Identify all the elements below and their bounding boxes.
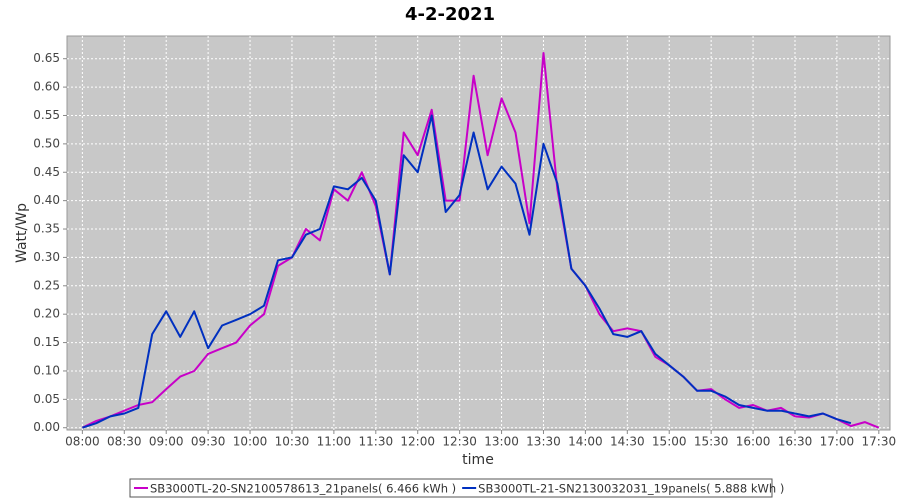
y-tick-label: 0.60 bbox=[33, 80, 60, 94]
x-tick-label: 16:00 bbox=[736, 435, 771, 449]
y-tick-label: 0.15 bbox=[33, 335, 60, 349]
y-tick-label: 0.45 bbox=[33, 165, 60, 179]
x-tick-label: 12:30 bbox=[442, 435, 477, 449]
legend-label: SB3000TL-20-SN2100578613_21panels( 6.466… bbox=[150, 482, 456, 496]
x-tick-label: 11:00 bbox=[317, 435, 352, 449]
y-tick-label: 0.35 bbox=[33, 222, 60, 236]
x-tick-label: 17:00 bbox=[820, 435, 855, 449]
chart-title: 4-2-2021 bbox=[405, 4, 495, 25]
series-line bbox=[82, 114, 852, 429]
x-tick-label: 09:00 bbox=[149, 435, 184, 449]
x-tick-label: 11:30 bbox=[359, 435, 394, 449]
y-tick-label: 0.65 bbox=[33, 51, 60, 65]
x-tick-label: 15:00 bbox=[652, 435, 687, 449]
x-axis-label: time bbox=[462, 452, 494, 468]
x-tick-label: 10:00 bbox=[233, 435, 268, 449]
y-tick-label: 0.05 bbox=[33, 392, 60, 406]
y-tick-label: 0.40 bbox=[33, 193, 60, 207]
legend-box bbox=[129, 478, 773, 498]
x-tick-label: 14:00 bbox=[568, 435, 603, 449]
x-tick-label: 13:00 bbox=[484, 435, 519, 449]
x-tick-label: 15:30 bbox=[694, 435, 729, 449]
y-tick-label: 0.20 bbox=[33, 307, 60, 321]
x-tick-label: 10:30 bbox=[275, 435, 310, 449]
x-tick-label: 14:30 bbox=[610, 435, 645, 449]
x-tick-label: 17:30 bbox=[862, 435, 897, 449]
x-tick-label: 08:00 bbox=[65, 435, 100, 449]
y-tick-label: 0.50 bbox=[33, 136, 60, 150]
y-tick-label: 0.00 bbox=[33, 420, 60, 434]
plot-area bbox=[66, 35, 891, 431]
x-tick-label: 09:30 bbox=[191, 435, 226, 449]
y-tick-label: 0.30 bbox=[33, 250, 60, 264]
x-tick-label: 08:30 bbox=[107, 435, 142, 449]
x-tick-label: 12:00 bbox=[400, 435, 435, 449]
legend-label: SB3000TL-21-SN2130032031_19panels( 5.888… bbox=[478, 482, 784, 496]
y-tick-label: 0.55 bbox=[33, 108, 60, 122]
y-axis-label: Watt/Wp bbox=[14, 203, 30, 263]
x-tick-label: 13:30 bbox=[526, 435, 561, 449]
x-tick-label: 16:30 bbox=[778, 435, 813, 449]
y-tick-label: 0.25 bbox=[33, 278, 60, 292]
y-tick-label: 0.10 bbox=[33, 363, 60, 377]
